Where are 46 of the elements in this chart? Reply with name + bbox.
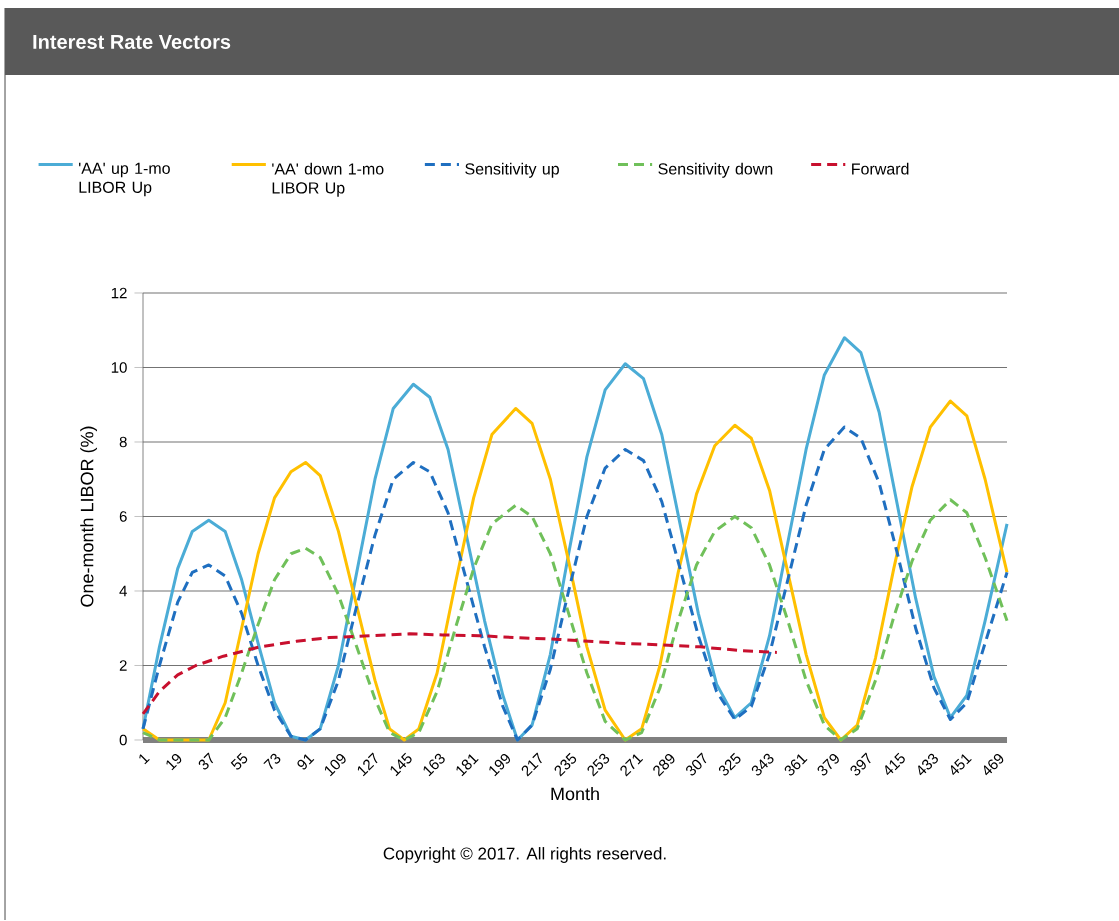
x-tick-label: 19 xyxy=(166,754,182,771)
x-tick-label: 433 xyxy=(918,753,938,776)
y-tick-label: 0 xyxy=(119,734,127,746)
x-tick-label: 397 xyxy=(850,752,871,776)
x-tick-label: 145 xyxy=(390,752,412,777)
x-tick-label: 127 xyxy=(357,752,378,777)
x-tick-label: 235 xyxy=(554,753,577,777)
x-tick-label: 325 xyxy=(718,753,741,776)
x-axis-title: Month xyxy=(551,787,599,801)
x-tick-label: 253 xyxy=(587,753,610,777)
y-tick-label: 2 xyxy=(119,660,127,671)
legend-label: Forward xyxy=(852,163,909,175)
line-series xyxy=(141,498,1009,742)
legend-label: Sensitivity down xyxy=(658,163,773,178)
line-series xyxy=(141,632,779,716)
x-tick-label: 469 xyxy=(983,754,1004,776)
x-tick-label: 379 xyxy=(817,754,839,776)
x-tick-label: 73 xyxy=(263,753,281,770)
chart-title: Interest Rate Vectors xyxy=(33,35,231,50)
x-tick-label: 451 xyxy=(950,754,972,776)
line-series xyxy=(141,336,1009,742)
y-axis-title: One-month LIBOR (%) xyxy=(80,426,97,607)
x-tick-label: 289 xyxy=(653,754,675,777)
x-tick-label: 91 xyxy=(297,754,315,770)
y-tick-label: 6 xyxy=(119,511,127,523)
y-tick-label: 8 xyxy=(119,436,127,448)
x-tick-label: 307 xyxy=(686,752,707,776)
x-tick-label: 199 xyxy=(489,754,511,777)
x-tick-label: 343 xyxy=(751,753,774,776)
x-tick-label: 37 xyxy=(198,752,214,770)
x-tick-label: 1 xyxy=(139,754,150,765)
x-tick-label: 163 xyxy=(423,753,445,777)
text: Copyright © 2017. All rights reserved. xyxy=(383,847,666,864)
y-tick-label: 4 xyxy=(119,586,127,597)
legend-label: 'AA' down 1-mo LIBOR Up xyxy=(272,163,384,197)
x-tick-label: 55 xyxy=(230,752,248,770)
x-tick-label: 109 xyxy=(324,754,346,777)
y-tick-label: 12 xyxy=(111,287,127,299)
x-tick-label: 361 xyxy=(784,754,808,776)
legend-label: 'AA' up 1-mo LIBOR Up xyxy=(79,163,170,197)
legend-label: Sensitivity up xyxy=(465,163,559,178)
x-tick-label: 415 xyxy=(885,752,905,776)
x-tick-label: 181 xyxy=(456,754,479,777)
y-tick-label: 10 xyxy=(111,362,127,374)
x-tick-label: 217 xyxy=(521,752,542,777)
x-tick-label: 271 xyxy=(620,754,644,777)
